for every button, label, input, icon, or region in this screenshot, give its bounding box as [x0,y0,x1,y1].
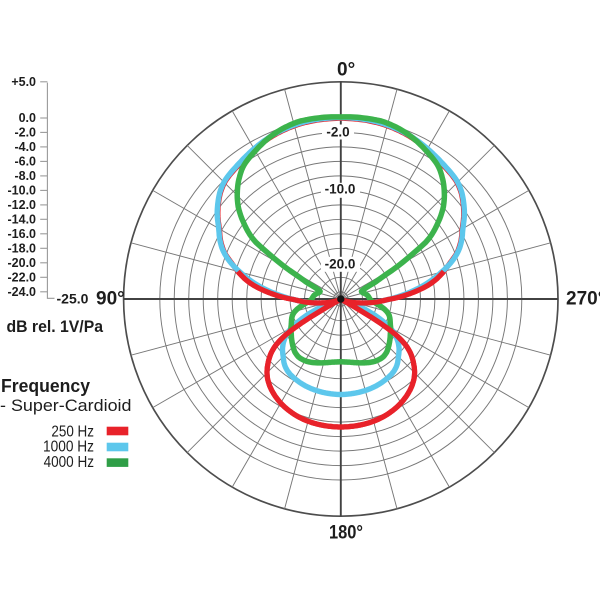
svg-text:-25.0: -25.0 [57,290,89,306]
svg-text:0.0: 0.0 [19,111,36,125]
svg-text:- Super-Cardioid: - Super-Cardioid [0,397,132,415]
svg-text:250 Hz: 250 Hz [51,423,94,440]
svg-text:+5.0: +5.0 [11,75,36,89]
svg-text:-10.0: -10.0 [325,181,356,196]
svg-text:90°: 90° [96,289,125,310]
svg-text:-14.0: -14.0 [8,212,37,226]
svg-text:-16.0: -16.0 [8,227,37,241]
svg-text:270°: 270° [566,289,600,310]
svg-text:-2.0: -2.0 [326,125,349,140]
svg-text:-12.0: -12.0 [8,198,37,212]
svg-text:-22.0: -22.0 [8,270,37,284]
svg-text:-4.0: -4.0 [14,140,36,154]
svg-text:0°: 0° [337,60,355,81]
svg-text:1000 Hz: 1000 Hz [43,439,94,456]
svg-text:-20.0: -20.0 [8,256,37,270]
svg-text:Frequency: Frequency [1,375,91,396]
svg-text:-8.0: -8.0 [14,169,36,183]
svg-text:-20.0: -20.0 [325,257,356,272]
svg-text:-6.0: -6.0 [14,154,36,168]
svg-text:180°: 180° [329,523,363,544]
svg-text:dB rel. 1V/Pa: dB rel. 1V/Pa [7,317,104,336]
svg-text:-2.0: -2.0 [14,125,36,139]
svg-text:-24.0: -24.0 [8,285,37,299]
svg-text:-18.0: -18.0 [8,241,37,255]
svg-text:4000 Hz: 4000 Hz [44,454,94,471]
svg-text:-10.0: -10.0 [8,183,37,197]
